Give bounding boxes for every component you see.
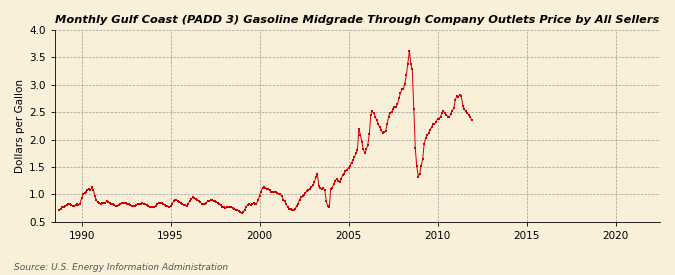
Y-axis label: Dollars per Gallon: Dollars per Gallon: [15, 79, 25, 173]
Text: Source: U.S. Energy Information Administration: Source: U.S. Energy Information Administ…: [14, 263, 227, 272]
Title: Monthly Gulf Coast (PADD 3) Gasoline Midgrade Through Company Outlets Price by A: Monthly Gulf Coast (PADD 3) Gasoline Mid…: [55, 15, 659, 25]
